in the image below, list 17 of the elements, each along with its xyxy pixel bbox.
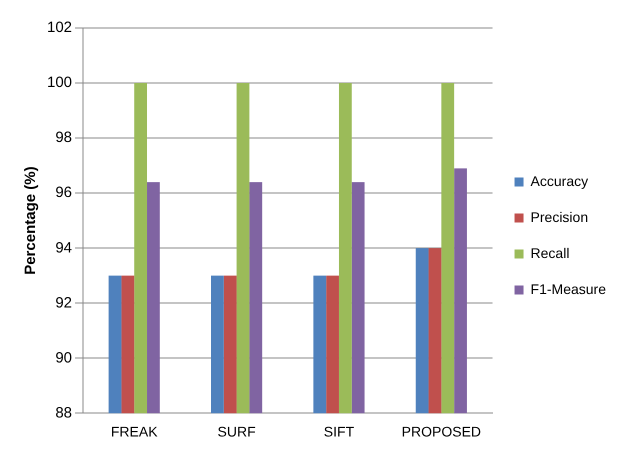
y-axis-title: Percentage (%) [22, 166, 40, 275]
y-tick-label: 102 [46, 19, 72, 36]
x-tick-label: FREAK [110, 423, 158, 440]
x-tick-label: SIFT [324, 423, 355, 440]
legend-label: Precision [530, 208, 588, 225]
y-tick-label: 92 [55, 294, 72, 312]
y-tick-label: 98 [55, 129, 72, 146]
x-tick-label: PROPOSED [402, 423, 482, 440]
y-tick-label: 96 [55, 184, 72, 202]
legend-label: Accuracy [530, 172, 588, 189]
x-tick-label: SURF [218, 423, 256, 440]
y-tick-label: 94 [55, 239, 72, 256]
y-tick-label: 88 [55, 404, 72, 422]
y-tick-label: 90 [55, 349, 72, 366]
legend-label: F1-Measure [530, 280, 606, 297]
legend-label: Recall [530, 244, 570, 261]
y-tick-label: 100 [46, 74, 72, 92]
